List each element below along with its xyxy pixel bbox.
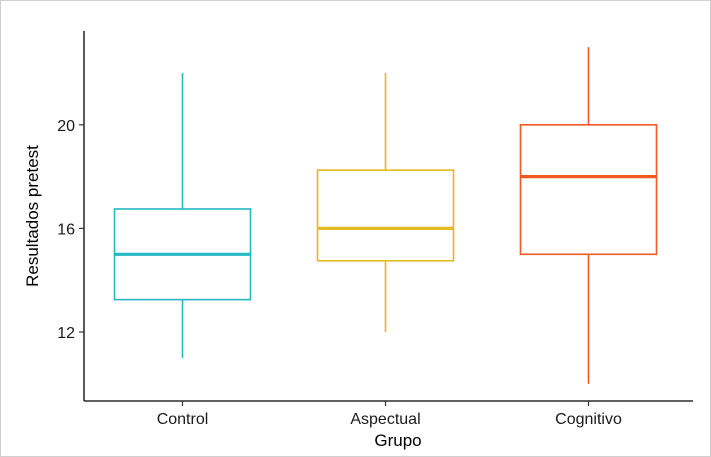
y-tick-label: 20 [57,118,75,135]
x-tick-label: Aspectual [350,411,420,428]
y-axis-title: Resultados pretest [23,145,42,287]
x-tick-label: Cognitivo [555,411,622,428]
x-tick-label: Control [157,411,209,428]
box-cognitivo [519,47,658,384]
x-axis-title: Grupo [374,431,421,450]
box-control [113,73,252,358]
iqr-box [316,169,455,262]
y-tick-label: 12 [57,325,75,342]
box-aspectual [316,73,455,332]
iqr-box [519,124,658,256]
y-tick-label: 16 [57,221,75,238]
